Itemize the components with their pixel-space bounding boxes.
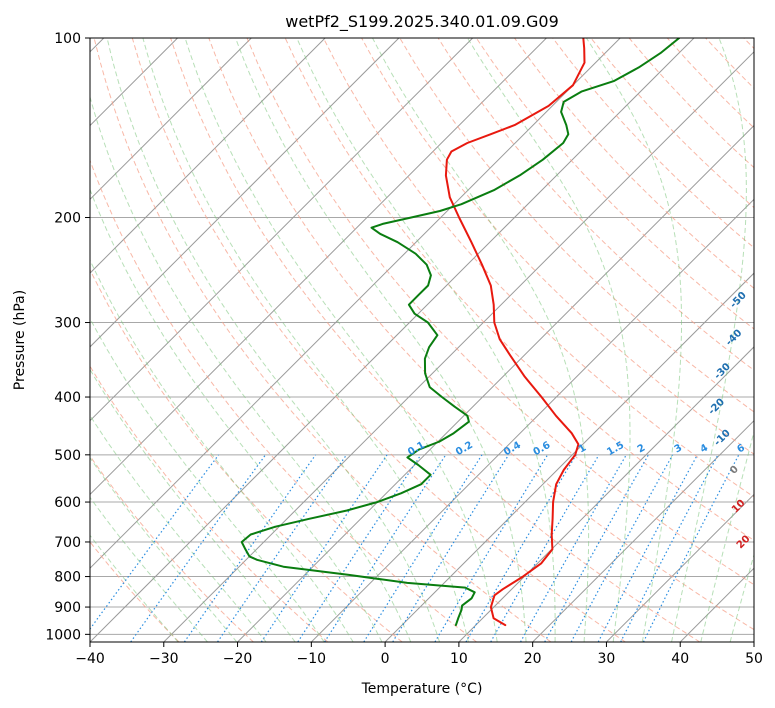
x-tick-label: −10 xyxy=(297,651,327,667)
moist-adiabat-line xyxy=(90,456,238,642)
y-tick-label: 600 xyxy=(54,495,81,511)
x-tick-label: 10 xyxy=(450,651,468,667)
x-tick-label: −20 xyxy=(223,651,253,667)
isotherm-line xyxy=(90,38,474,422)
dry-adiabat-line xyxy=(131,38,626,642)
moist-adiabat-line xyxy=(142,38,469,642)
mixing-ratio-line xyxy=(570,454,674,642)
chart-title: wetPf2_S199.2025.340.01.09.G09 xyxy=(285,12,559,32)
moist-adiabat-line xyxy=(671,38,747,642)
isotherm-line xyxy=(310,198,754,642)
mixing-ratio-line xyxy=(490,454,600,642)
moist-adiabat-line xyxy=(106,38,441,642)
plot-area: -100-90-80-70-60-50-40-30-20-10010203040… xyxy=(89,37,771,643)
dry-adiabat-line xyxy=(284,38,754,542)
dry-adiabat-line xyxy=(246,38,754,586)
mixing-ratio-line xyxy=(130,454,266,642)
moist-adiabat-line xyxy=(90,317,325,642)
moist-adiabat-line xyxy=(372,38,590,642)
y-tick-label: 800 xyxy=(54,570,81,586)
isotherm-line xyxy=(90,38,400,348)
y-axis-label: Pressure (hPa) xyxy=(12,290,28,390)
y-tick-label: 300 xyxy=(54,316,81,332)
y-tick-label: 100 xyxy=(54,31,81,47)
dry-adiabat-line xyxy=(90,455,254,642)
mixing-ratio-line xyxy=(519,454,627,642)
moist-adiabat-line xyxy=(700,429,754,642)
x-tick-label: −40 xyxy=(75,651,105,667)
mixing-ratio-label: 1 xyxy=(577,442,589,455)
x-axis-label: Temperature (°C) xyxy=(361,681,483,697)
mixing-ratio-line xyxy=(217,454,347,642)
y-tick-label: 500 xyxy=(54,448,81,464)
isotherm-line xyxy=(90,38,695,642)
moist-adiabat-line xyxy=(585,38,682,642)
moist-adiabat-line xyxy=(90,188,383,642)
plot-clipped-group: -100-90-80-70-60-50-40-30-20-10010203040… xyxy=(90,38,771,642)
mixing-ratio-line xyxy=(324,454,447,642)
mixing-ratio-label: 4 xyxy=(698,442,710,455)
isotherm-line xyxy=(90,38,252,201)
moist-adiabat-line xyxy=(729,553,754,642)
dry-adiabat-line xyxy=(208,38,754,631)
moist-adiabat-line xyxy=(296,38,556,642)
moist-adiabat-line xyxy=(467,38,631,642)
x-tick-label: 50 xyxy=(745,651,763,667)
y-tick-label: 400 xyxy=(54,390,81,406)
dry-adiabat-line xyxy=(90,365,329,642)
dry-adiabat-line xyxy=(90,541,180,642)
mixing-ratio-line xyxy=(260,454,388,642)
isotherm-line xyxy=(163,51,754,642)
dewpoint-profile-line xyxy=(240,38,681,627)
x-tick-label: 40 xyxy=(671,651,689,667)
plot-frame xyxy=(89,37,755,643)
dry-adiabat-line xyxy=(90,159,477,642)
mixing-ratio-line xyxy=(90,454,220,630)
x-tick-label: 0 xyxy=(381,651,390,667)
isotherm-line xyxy=(90,38,621,569)
dry-adiabat-line xyxy=(361,38,754,455)
x-tick-label: 20 xyxy=(524,651,542,667)
isotherm-line xyxy=(532,419,754,642)
mixing-ratio-label: 6 xyxy=(735,442,747,455)
mixing-ratio-label: 2 xyxy=(636,442,648,455)
mixing-ratio-label: 3 xyxy=(673,442,685,455)
mixing-ratio-line xyxy=(434,454,549,642)
dry-adiabat-line xyxy=(170,38,701,642)
isotherm-line xyxy=(384,272,754,642)
dry-adiabat-line xyxy=(437,38,754,371)
isotherm-line xyxy=(458,346,754,642)
dry-adiabat-line xyxy=(514,38,754,289)
moist-adiabat-label: 30 xyxy=(753,560,771,578)
x-tick-label: −30 xyxy=(149,651,179,667)
mixing-ratio-line xyxy=(465,454,577,642)
y-tick-label: 900 xyxy=(54,600,81,616)
x-tick-label: 30 xyxy=(598,651,616,667)
moist-adiabat-line xyxy=(90,414,267,642)
moist-adiabat-line xyxy=(90,258,354,642)
y-tick-label: 700 xyxy=(54,535,81,551)
isotherm-line xyxy=(90,38,547,496)
isotherm-line xyxy=(237,124,754,642)
dry-adiabat-line xyxy=(93,38,552,642)
y-tick-label: 1000 xyxy=(45,627,81,643)
x-axis: −40 −30 −20 −10 0 10 20 30 40 50 xyxy=(75,642,763,667)
temperature-profile-line xyxy=(444,38,586,627)
moist-adiabat-line xyxy=(235,38,527,642)
y-axis: 100 200 300 400 500 600 700 800 900 1000 xyxy=(45,31,90,643)
isotherm-line xyxy=(606,493,754,642)
y-tick-label: 200 xyxy=(54,211,81,227)
mixing-ratio-line xyxy=(183,454,317,642)
